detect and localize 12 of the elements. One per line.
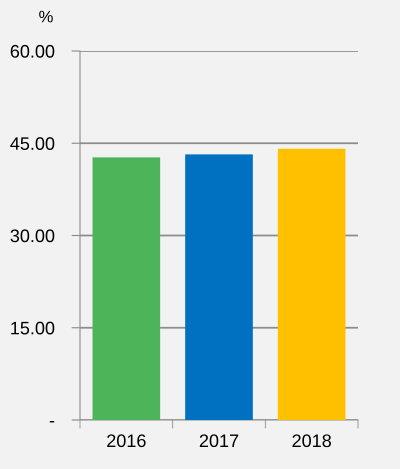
y-tick-label: - xyxy=(50,421,54,422)
bar xyxy=(278,148,346,420)
x-tick-label: 2018 xyxy=(292,434,331,448)
bar xyxy=(185,154,253,420)
y-axis-title: % xyxy=(39,10,53,22)
bar xyxy=(92,157,160,420)
y-tick-label: 30.00 xyxy=(10,229,54,242)
y-tick-label: 15.00 xyxy=(11,322,54,334)
y-tick-label: 45.00 xyxy=(10,137,54,150)
x-tick-label: 2017 xyxy=(200,434,238,448)
y-tick-label: 60.00 xyxy=(10,44,54,58)
x-tick-label: 2016 xyxy=(107,434,146,448)
